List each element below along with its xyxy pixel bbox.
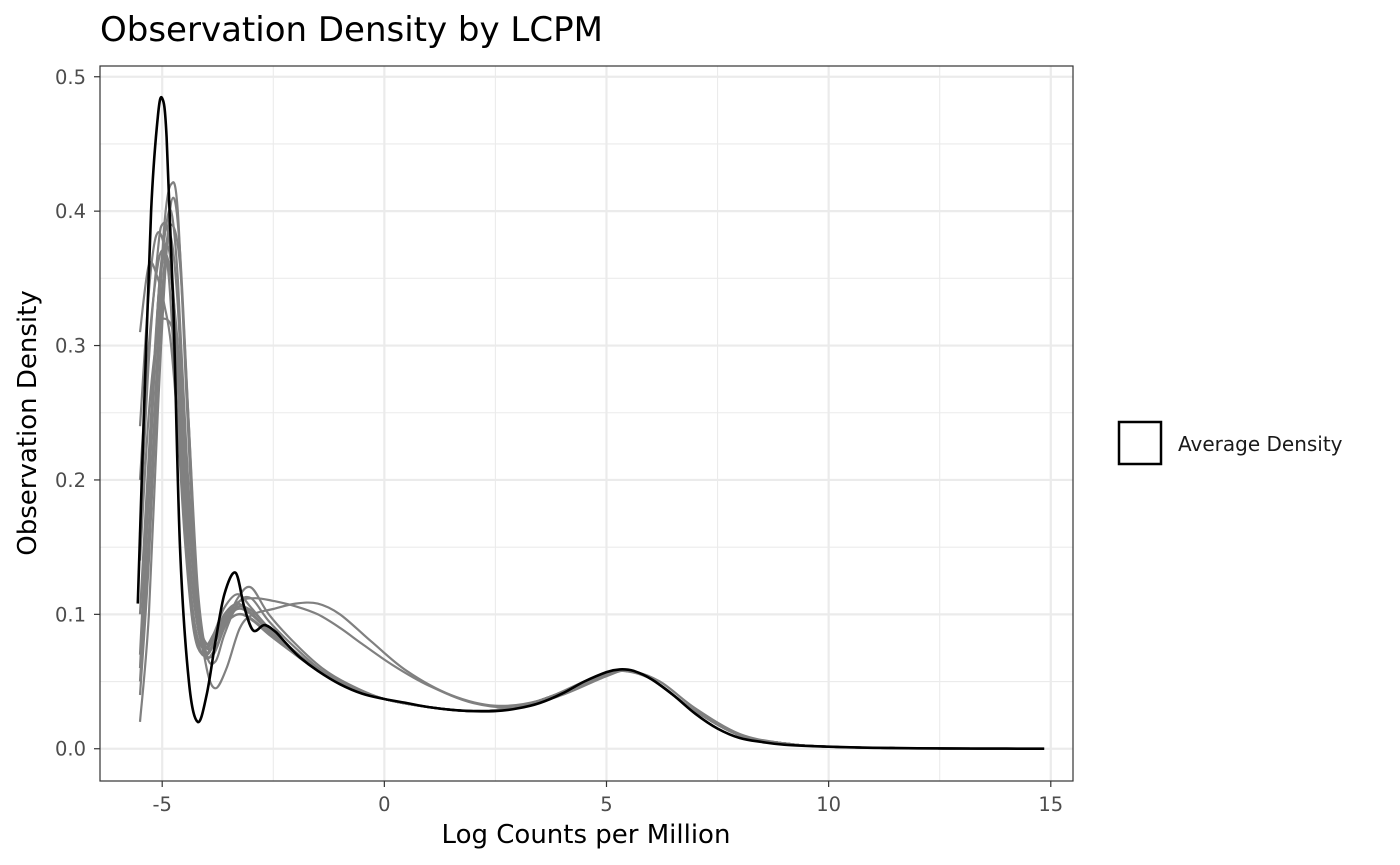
x-tick-label: 5	[600, 793, 612, 816]
average-density-line	[136, 95, 1045, 750]
y-axis-title: Observation Density	[13, 290, 43, 555]
panel-background	[100, 66, 1073, 781]
x-tick-label: 15	[1038, 793, 1063, 816]
panel-border	[99, 65, 1074, 782]
y-axis: 0.0 0.1 0.2 0.3 0.4 0.5	[55, 66, 100, 761]
y-tick-label: 0.5	[55, 66, 86, 89]
chart-title: Observation Density by LCPM	[100, 10, 603, 50]
x-axis: -5 0 5 10 15	[152, 781, 1063, 816]
sample-density-line	[138, 223, 1045, 750]
x-tick-label: 10	[816, 793, 841, 816]
plot-panel	[99, 65, 1074, 782]
y-tick-label: 0.3	[55, 335, 86, 358]
series-layer	[136, 95, 1045, 750]
y-tick-label: 0.0	[55, 738, 86, 761]
legend-key	[1117, 420, 1163, 466]
legend-label: Average Density	[1178, 432, 1343, 456]
y-tick-label: 0.2	[55, 469, 86, 492]
legend: Average Density	[1117, 420, 1343, 466]
x-tick-label: -5	[152, 793, 171, 816]
x-axis-title: Log Counts per Million	[442, 820, 731, 850]
y-tick-label: 0.1	[55, 603, 86, 626]
y-tick-label: 0.4	[55, 200, 86, 223]
x-tick-label: 0	[378, 793, 390, 816]
